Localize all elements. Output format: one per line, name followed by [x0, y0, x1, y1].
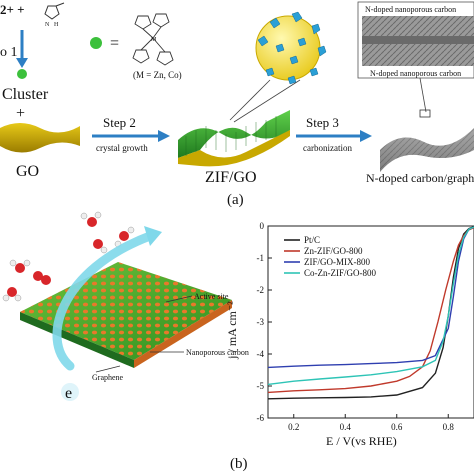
product-label: N-doped carbon/graphene na [366, 171, 474, 185]
legend-label: Zn-ZIF/GO-800 [304, 246, 363, 256]
series-lines [267, 225, 474, 400]
molecule-icons [2, 211, 135, 302]
step3-label: Step 3 [306, 115, 339, 130]
svg-text:M: M [151, 37, 157, 43]
cluster-ball-icon [17, 69, 27, 79]
zif-go-sheet [178, 110, 290, 167]
legend-label: ZIF/GO-MIX-800 [304, 257, 370, 267]
graphene-label: Graphene [92, 373, 124, 382]
imidazole-icon: N H [44, 2, 65, 28]
carbon-cross-section: N-doped nanoporous carbon N-doped nanopo… [357, 1, 474, 118]
carbon-graphene-sheet [380, 128, 474, 172]
plot-frame [267, 225, 474, 419]
electron-flow-arrow [52, 231, 155, 371]
y-tick-label: -5 [257, 381, 265, 391]
electron-label: e [65, 385, 72, 402]
zif-sphere-zoom [229, 11, 327, 123]
sheet-edge-left [20, 312, 134, 368]
axis-ticks: 0.2 0.4 0.6 0.8 0 -1 -2 -3 -4 -5 -6 [257, 221, 455, 432]
step3-arrowhead [360, 130, 372, 142]
y-tick-label: -3 [257, 317, 265, 327]
panel-b-letter: (b) [230, 456, 248, 472]
x-tick-label: 0.2 [288, 422, 299, 432]
svg-text:N: N [45, 22, 50, 28]
go-label: GO [16, 163, 39, 180]
ndoped-mid-label: N-doped nanoporous carbon [370, 69, 461, 78]
series-line-2 [267, 226, 474, 394]
metal-note: (M = Zn, Co) [133, 70, 182, 80]
x-tick-label: 0.4 [340, 422, 352, 432]
x-tick-label: 0.6 [391, 422, 403, 432]
electron-flow-arrowhead [144, 226, 162, 246]
ndoped-top-label: N-doped nanoporous carbon [365, 5, 456, 14]
y-tick-label: 0 [260, 221, 265, 231]
step1-label: o 1 [0, 45, 18, 60]
zifgo-label: ZIF/GO [205, 169, 257, 186]
step2-sub: crystal growth [96, 143, 148, 153]
step2-label: Step 2 [103, 115, 136, 130]
ion-label: 2+ + [0, 2, 25, 17]
step2-arrowhead [158, 130, 170, 142]
metal-ball-icon [90, 37, 102, 49]
chart-legend: Pt/CZn-ZIF/GO-800ZIF/GO-MIX-800Co-Zn-ZIF… [284, 235, 376, 278]
nanoporous-carbon-label: Nanoporous carbon [186, 348, 249, 357]
series-line-4 [267, 226, 474, 386]
x-tick-label: 0.8 [443, 422, 455, 432]
active-site-label: Active site [194, 292, 229, 301]
lsv-chart: 0.2 0.4 0.6 0.8 0 -1 -2 -3 -4 -5 -6 Pt/CZn-ZIF/GO-… [225, 221, 474, 448]
legend-label: Co-Zn-ZIF/GO-800 [304, 268, 376, 278]
active-site-leader [165, 295, 193, 303]
panel-b-schematic: Active site Nanoporous carbon Graphene e [2, 211, 249, 402]
sheet-edge-right [134, 300, 232, 368]
series-line-1 [267, 225, 474, 400]
y-tick-label: -4 [257, 349, 265, 359]
graphene-leader [95, 365, 121, 373]
panel-a: 2+ + N H o 1 Cluster + = M (M = Zn, [0, 1, 474, 208]
x-axis-label: E / V(vs RHE) [326, 434, 397, 448]
svg-text:H: H [54, 22, 59, 28]
pore-pattern [20, 262, 232, 360]
panel-a-letter: (a) [227, 192, 244, 208]
y-tick-label: -6 [257, 413, 265, 423]
y-tick-label: -1 [257, 253, 265, 263]
equals-sign: = [110, 35, 119, 52]
step1-arrowhead [16, 58, 28, 68]
go-sheet [0, 123, 80, 153]
legend-label: Pt/C [304, 235, 320, 245]
y-axis-label: j / mA cm⁻² [225, 301, 239, 360]
electron-bubble [61, 383, 79, 401]
step3-sub: carbonization [303, 143, 352, 153]
zif-unit-structure: M [132, 13, 174, 66]
plus-sign: + [16, 105, 25, 122]
cluster-label: Cluster [2, 86, 49, 103]
y-tick-label: -2 [257, 285, 265, 295]
